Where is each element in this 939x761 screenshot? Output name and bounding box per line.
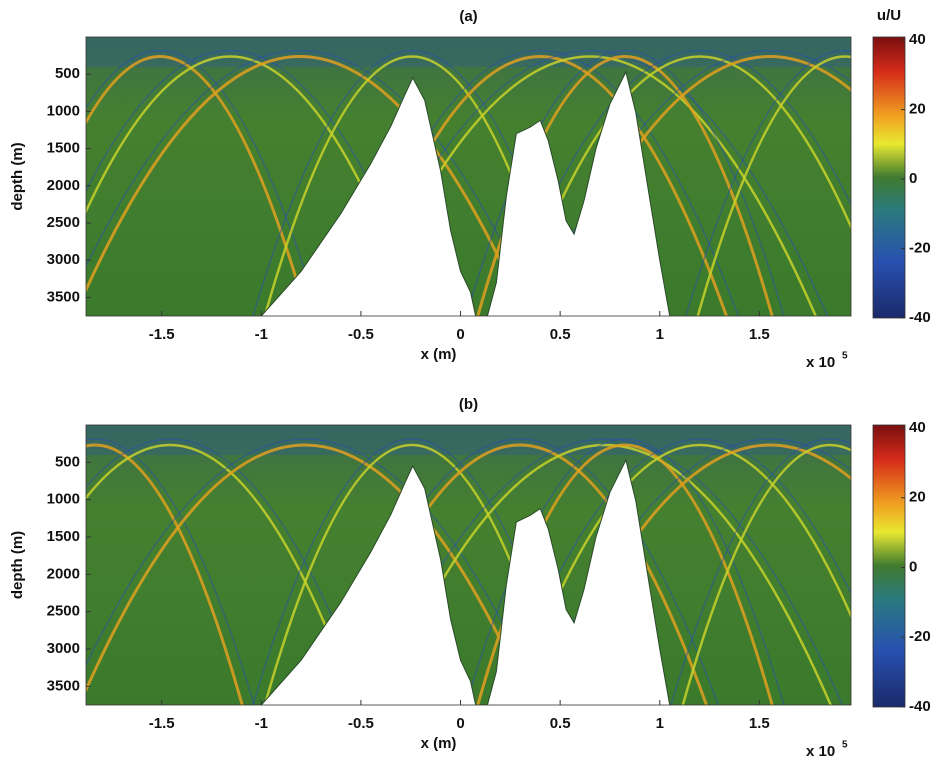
plot-area: [86, 425, 851, 705]
x-tick-label: 1.5: [749, 715, 770, 732]
colorbar-tick-label: 20: [909, 489, 926, 506]
x-tick-label: -0.5: [348, 715, 374, 732]
colorbar-tick-label: -40: [909, 309, 931, 326]
plot-area: [86, 37, 851, 316]
wave-beam: [86, 438, 255, 705]
seafloor-fill: [261, 71, 670, 316]
x-axis-label: x (m): [421, 735, 457, 752]
x-tick-label: 0.5: [550, 326, 571, 343]
x-tick-label: 1: [656, 326, 664, 343]
colorbar-tick-label: -20: [909, 239, 931, 256]
colorbar-tick-label: -20: [909, 628, 931, 645]
panel-title: (b): [459, 396, 478, 413]
wave-beam: [696, 55, 851, 316]
wave-beam: [681, 443, 851, 705]
wave-beam: [86, 438, 544, 705]
x-exponent: 5: [842, 351, 848, 362]
seafloor-fill: [261, 460, 670, 705]
x-tick-label: 0: [456, 326, 464, 343]
colorbar: [872, 36, 906, 319]
y-tick-label: 500: [55, 453, 80, 470]
y-tick-label: 2500: [47, 214, 80, 231]
x-tick-label: -1.5: [149, 715, 175, 732]
x-axis-label: x (m): [421, 346, 457, 363]
wave-beam: [86, 438, 370, 705]
plot-frame: [85, 424, 852, 706]
seafloor-line: [260, 458, 671, 705]
panel-title: (a): [459, 8, 477, 25]
wave-beam: [685, 49, 851, 316]
y-tick-label: 2000: [47, 177, 80, 194]
y-tick-label: 1500: [47, 528, 80, 545]
y-tick-label: 1500: [47, 140, 80, 157]
colorbar-tick-label: 0: [909, 170, 917, 187]
wave-beam: [512, 443, 851, 705]
colorbar: [872, 424, 906, 708]
y-axis-label: depth (m): [9, 531, 26, 599]
colorbar-tick-label: -40: [909, 698, 931, 715]
colorbar-tick-label: 0: [909, 558, 917, 575]
y-tick-label: 1000: [47, 102, 80, 119]
wave-beam: [670, 438, 851, 705]
y-tick-label: 3500: [47, 288, 80, 305]
x-tick-label: -1: [255, 715, 268, 732]
y-tick-label: 3500: [47, 677, 80, 694]
x-multiplier: x 10: [806, 354, 835, 371]
x-tick-label: -1: [255, 326, 268, 343]
wave-beam: [86, 49, 320, 316]
x-multiplier: x 10: [806, 743, 835, 760]
colorbar-tick-label: 40: [909, 31, 926, 48]
y-tick-label: 2500: [47, 603, 80, 620]
seafloor-line: [260, 70, 671, 316]
x-exponent: 5: [842, 740, 848, 751]
wave-beam: [86, 55, 309, 316]
field-background: [86, 37, 851, 316]
y-axis-label: depth (m): [9, 142, 26, 210]
y-tick-label: 3000: [47, 640, 80, 657]
colorbar-tick-label: 40: [909, 419, 926, 436]
colorbar-tick-label: 20: [909, 100, 926, 117]
x-tick-label: 1: [656, 715, 664, 732]
y-tick-label: 3000: [47, 251, 80, 268]
wave-beam: [86, 443, 533, 705]
x-tick-label: 0: [456, 715, 464, 732]
y-tick-label: 2000: [47, 565, 80, 582]
wave-beam: [86, 55, 528, 316]
plot-frame: [85, 36, 852, 317]
y-tick-label: 500: [55, 65, 80, 82]
x-tick-label: -1.5: [149, 326, 175, 343]
x-tick-label: 0.5: [550, 715, 571, 732]
wave-beam: [512, 55, 851, 316]
wave-beam: [86, 49, 539, 316]
colorbar-label: u/U: [877, 7, 901, 24]
x-tick-label: -0.5: [348, 326, 374, 343]
y-tick-label: 1000: [47, 491, 80, 508]
wave-beam: [86, 443, 244, 705]
x-tick-label: 1.5: [749, 326, 770, 343]
